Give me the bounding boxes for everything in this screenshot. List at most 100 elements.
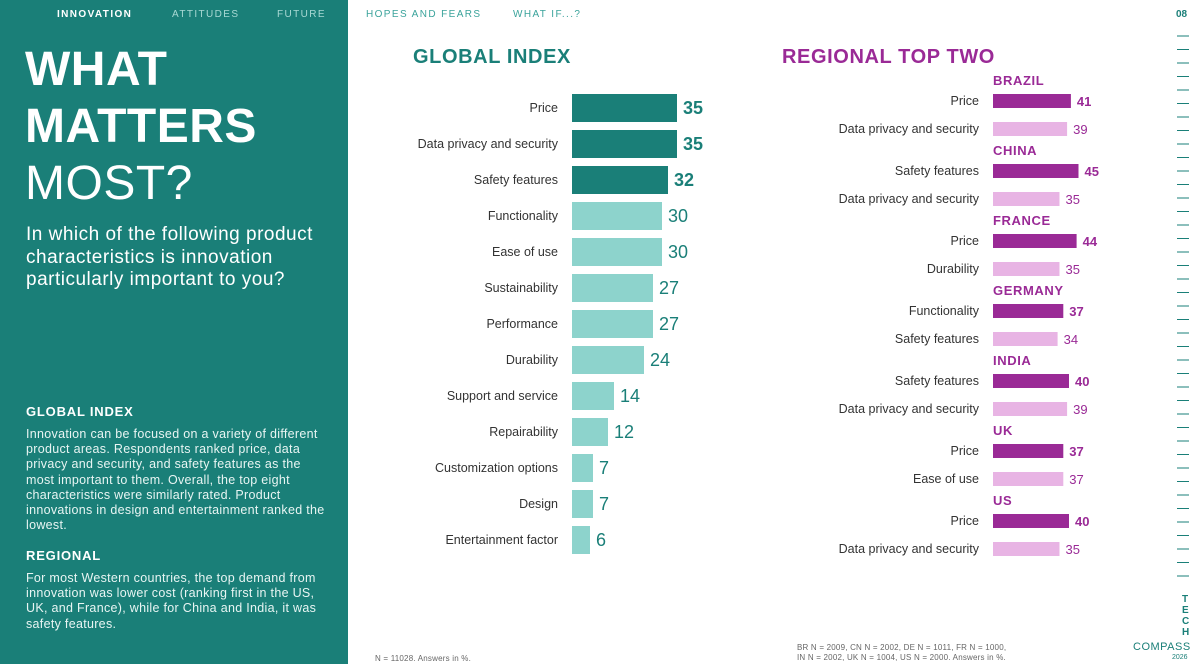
global-bar-support-and-service	[572, 382, 614, 410]
title-line-1: WHAT	[25, 43, 168, 96]
region-bar-germany-1	[993, 304, 1064, 318]
region-heading-brazil: BRAZIL	[993, 73, 1044, 88]
global-value-ease-of-use: 30	[668, 242, 688, 262]
global-label-functionality: Functionality	[488, 209, 559, 223]
region-value-germany-2: 34	[1064, 332, 1078, 347]
global-index-heading: GLOBAL INDEX	[26, 404, 134, 419]
region-value-france-1: 44	[1083, 234, 1098, 249]
region-label-germany-1: Functionality	[909, 304, 980, 318]
region-label-uk-2: Ease of use	[913, 472, 979, 486]
region-label-us-2: Data privacy and security	[839, 542, 980, 556]
region-bar-uk-2	[993, 472, 1064, 486]
region-heading-germany: GERMANY	[993, 283, 1064, 298]
global-label-data-privacy-and-security: Data privacy and security	[418, 137, 559, 151]
region-value-brazil-2: 39	[1073, 122, 1087, 137]
region-bar-brazil-1	[993, 94, 1071, 108]
region-value-india-1: 40	[1075, 374, 1089, 389]
region-value-uk-1: 37	[1069, 444, 1083, 459]
global-label-durability: Durability	[506, 353, 559, 367]
global-label-price: Price	[530, 101, 559, 115]
nav-tab-hopes-and-fears[interactable]: HOPES AND FEARS	[366, 9, 482, 20]
title-line-2: MATTERS	[25, 100, 257, 153]
page-ruler	[1177, 35, 1189, 577]
region-label-france-1: Price	[951, 234, 980, 248]
region-label-india-2: Data privacy and security	[839, 402, 980, 416]
global-bar-customization-options	[572, 454, 593, 482]
region-label-uk-1: Price	[951, 444, 980, 458]
global-label-design: Design	[519, 497, 558, 511]
global-bar-repairability	[572, 418, 608, 446]
global-label-repairability: Repairability	[489, 425, 559, 439]
charts-canvas: Price 35 Data privacy and security 35 Safety…	[418, 73, 1099, 557]
nav-tab-innovation[interactable]: INNOVATION	[57, 9, 133, 20]
regional-chart-title: REGIONAL TOP TWO	[782, 46, 995, 68]
region-value-germany-1: 37	[1069, 304, 1083, 319]
global-value-customization-options: 7	[599, 458, 609, 478]
region-bar-india-1	[993, 374, 1069, 388]
global-bar-functionality	[572, 202, 662, 230]
region-label-brazil-2: Data privacy and security	[839, 122, 980, 136]
global-bar-price	[572, 94, 677, 122]
nav-tab-what-if[interactable]: WHAT IF...?	[513, 9, 582, 20]
global-label-ease-of-use: Ease of use	[492, 245, 558, 259]
region-heading-france: FRANCE	[993, 213, 1051, 228]
global-value-price: 35	[683, 98, 703, 118]
region-bar-china-2	[993, 192, 1060, 206]
page-number: 08	[1176, 9, 1188, 20]
region-heading-us: US	[993, 493, 1012, 508]
top-navigation: INNOVATION ATTITUDES FUTURE HOPES AND FE…	[0, 0, 1200, 30]
region-bar-brazil-2	[993, 122, 1068, 136]
regional-footnote-line-2: IN N = 2002, UK N = 1004, US N = 2000. A…	[797, 653, 1006, 662]
global-value-durability: 24	[650, 350, 670, 370]
global-value-support-and-service: 14	[620, 386, 640, 406]
region-bar-uk-1	[993, 444, 1064, 458]
survey-question: In which of the following product charac…	[26, 224, 313, 290]
global-index-chart-title: GLOBAL INDEX	[413, 46, 571, 68]
brand-letter-h: H	[1182, 627, 1190, 638]
global-label-performance: Performance	[486, 317, 558, 331]
global-value-design: 7	[599, 494, 609, 514]
region-label-brazil-1: Price	[951, 94, 980, 108]
region-value-us-2: 35	[1066, 542, 1080, 557]
nav-tab-future[interactable]: FUTURE	[277, 9, 326, 20]
regional-text: For most Western countries, the top dema…	[26, 571, 317, 631]
global-label-entertainment-factor: Entertainment factor	[445, 533, 558, 547]
region-label-germany-2: Safety features	[895, 332, 979, 346]
region-value-china-1: 45	[1085, 164, 1099, 179]
nav-tab-attitudes[interactable]: ATTITUDES	[172, 9, 240, 20]
brand-letter-e: E	[1182, 605, 1189, 616]
global-value-safety-features: 32	[674, 170, 694, 190]
region-heading-uk: UK	[993, 423, 1013, 438]
title-line-3: MOST?	[25, 157, 193, 210]
region-bar-france-2	[993, 262, 1060, 276]
region-label-china-1: Safety features	[895, 164, 979, 178]
global-bar-design	[572, 490, 593, 518]
brand-letter-t: T	[1182, 594, 1189, 605]
global-value-entertainment-factor: 6	[596, 530, 606, 550]
regional-footnote-line-1: BR N = 2009, CN N = 2002, DE N = 1011, F…	[797, 643, 1007, 652]
global-bar-performance	[572, 310, 653, 338]
region-value-us-1: 40	[1075, 514, 1089, 529]
global-value-sustainability: 27	[659, 278, 679, 298]
region-bar-germany-2	[993, 332, 1058, 346]
global-label-support-and-service: Support and service	[447, 389, 558, 403]
region-label-india-1: Safety features	[895, 374, 979, 388]
region-value-india-2: 39	[1073, 402, 1087, 417]
global-bar-ease-of-use	[572, 238, 662, 266]
global-label-customization-options: Customization options	[435, 461, 558, 475]
brand-wordmark: COMPASS	[1133, 641, 1191, 653]
region-bar-india-2	[993, 402, 1068, 416]
region-heading-china: CHINA	[993, 143, 1037, 158]
global-label-sustainability: Sustainability	[484, 281, 558, 295]
region-value-china-2: 35	[1066, 192, 1080, 207]
global-value-repairability: 12	[614, 422, 634, 442]
region-label-france-2: Durability	[927, 262, 980, 276]
region-value-brazil-1: 41	[1077, 94, 1091, 109]
global-value-data-privacy-and-security: 35	[683, 134, 703, 154]
regional-heading: REGIONAL	[26, 548, 102, 563]
region-bar-us-1	[993, 514, 1069, 528]
global-value-functionality: 30	[668, 206, 688, 226]
region-heading-india: INDIA	[993, 353, 1031, 368]
brand-year: 2026	[1172, 654, 1188, 661]
global-bar-data-privacy-and-security	[572, 130, 677, 158]
